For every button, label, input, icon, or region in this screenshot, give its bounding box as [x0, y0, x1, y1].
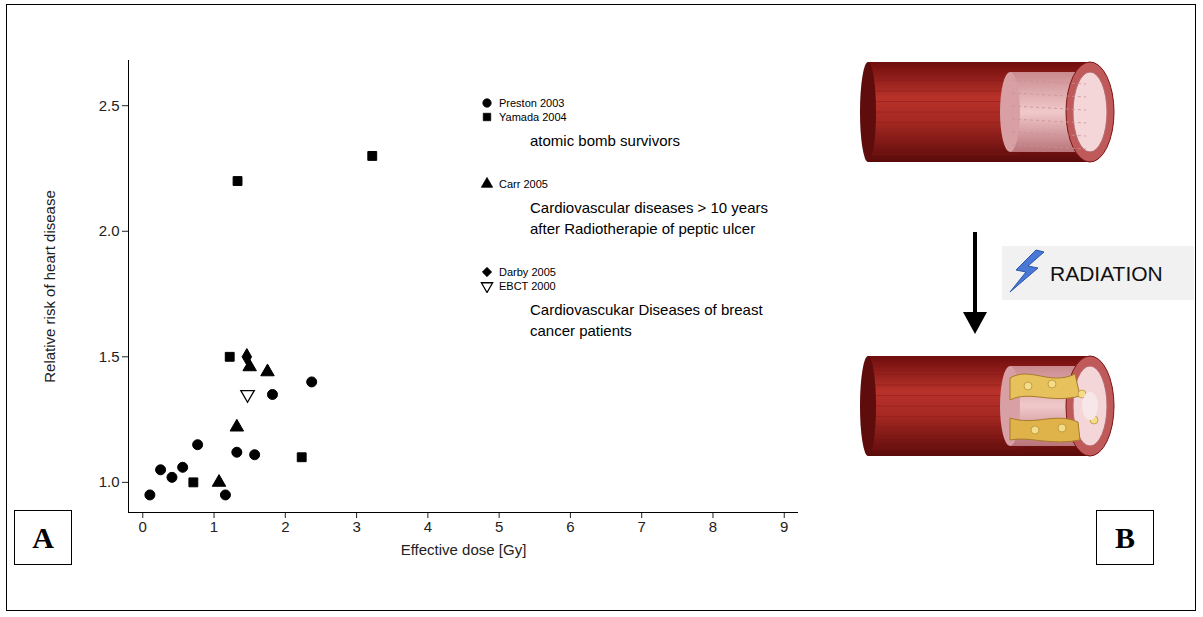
svg-text:9: 9 [780, 518, 788, 535]
svg-text:6: 6 [566, 518, 574, 535]
svg-text:8: 8 [709, 518, 717, 535]
html-text:Carr 2005: Carr 2005 [499, 178, 548, 190]
svg-text:1.5: 1.5 [99, 348, 120, 365]
html-text:Preston 2003: Preston 2003 [499, 97, 565, 109]
html-text:A: A [32, 520, 54, 554]
svg-text:Effective dose [Gy]: Effective dose [Gy] [401, 541, 527, 558]
html-text:Darby 2005: Darby 2005 [499, 266, 556, 278]
svg-text:Relative risk of heart disease: Relative risk of heart disease [41, 190, 58, 383]
svg-text:1: 1 [210, 518, 218, 535]
html-text:Cardiovascukar Diseases of bre: Cardiovascukar Diseases of breast cancer… [530, 301, 763, 339]
svg-text:RADIATION: RADIATION [1050, 262, 1163, 285]
html-text:EBCT 2000: EBCT 2000 [499, 280, 556, 292]
svg-text:5: 5 [495, 518, 503, 535]
svg-text:7: 7 [638, 518, 646, 535]
svg-text:2: 2 [281, 518, 289, 535]
svg-text:2.0: 2.0 [99, 222, 120, 239]
svg-text:0: 0 [139, 518, 147, 535]
svg-text:4: 4 [424, 518, 432, 535]
svg-text:3: 3 [352, 518, 360, 535]
html-text:Yamada 2004: Yamada 2004 [499, 111, 567, 123]
svg-text:2.5: 2.5 [99, 97, 120, 114]
svg-text:1.0: 1.0 [99, 473, 120, 490]
html-text:B: B [1115, 520, 1135, 554]
html-text:atomic bomb survivors: atomic bomb survivors [530, 132, 680, 149]
html-text:Cardiovascular diseases > 10 y: Cardiovascular diseases > 10 years after… [530, 199, 768, 237]
